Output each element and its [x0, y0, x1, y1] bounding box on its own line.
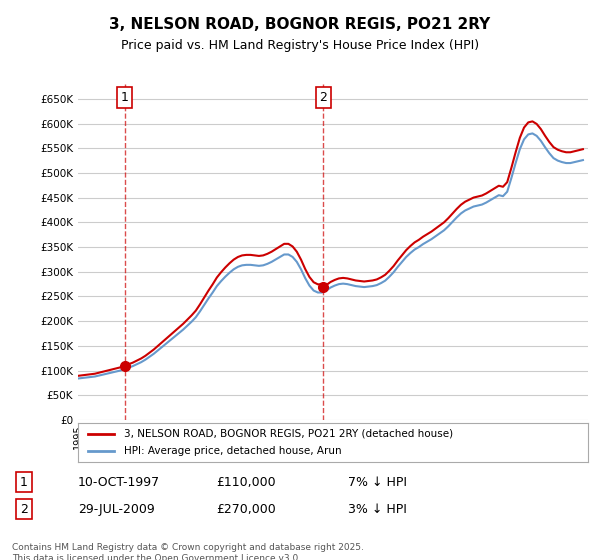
Text: HPI: Average price, detached house, Arun: HPI: Average price, detached house, Arun [124, 446, 341, 456]
Text: 3, NELSON ROAD, BOGNOR REGIS, PO21 2RY (detached house): 3, NELSON ROAD, BOGNOR REGIS, PO21 2RY (… [124, 429, 453, 439]
Text: 2: 2 [319, 91, 327, 104]
Text: Price paid vs. HM Land Registry's House Price Index (HPI): Price paid vs. HM Land Registry's House … [121, 39, 479, 52]
Text: Contains HM Land Registry data © Crown copyright and database right 2025.
This d: Contains HM Land Registry data © Crown c… [12, 543, 364, 560]
Text: 3, NELSON ROAD, BOGNOR REGIS, PO21 2RY: 3, NELSON ROAD, BOGNOR REGIS, PO21 2RY [109, 17, 491, 32]
Text: 10-OCT-1997: 10-OCT-1997 [78, 475, 160, 488]
Text: £110,000: £110,000 [216, 475, 275, 488]
Text: 1: 1 [20, 475, 28, 488]
Text: £270,000: £270,000 [216, 503, 276, 516]
Text: 2: 2 [20, 503, 28, 516]
Text: 1: 1 [121, 91, 129, 104]
Text: 7% ↓ HPI: 7% ↓ HPI [348, 475, 407, 488]
Text: 3% ↓ HPI: 3% ↓ HPI [348, 503, 407, 516]
Text: 29-JUL-2009: 29-JUL-2009 [78, 503, 155, 516]
